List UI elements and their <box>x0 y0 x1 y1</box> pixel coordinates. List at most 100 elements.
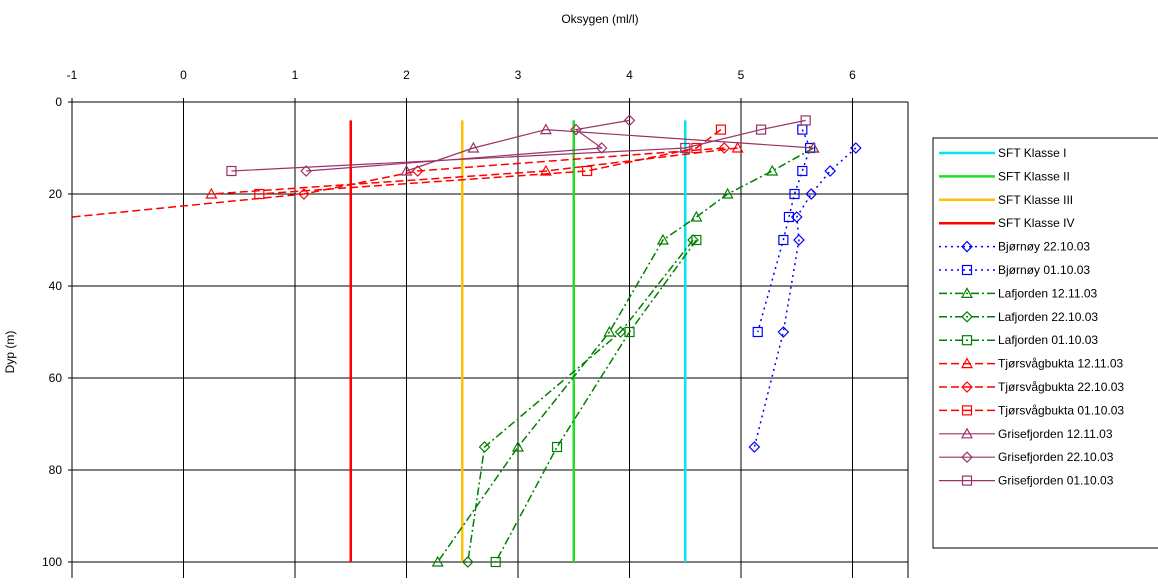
data-point-bj-rn-y-01-10-03 <box>789 188 800 200</box>
legend-label-bj-rn-y-01-10-03: Bjørnøy 01.10.03 <box>998 263 1090 277</box>
data-point-bj-rn-y-22-10-03 <box>777 326 790 338</box>
chart-title: Oksygen (ml/l) <box>561 12 638 26</box>
data-point-lafjorden-01-10-03 <box>551 441 563 453</box>
x-tick-label: -1 <box>67 68 78 82</box>
series-line-lafjorden-12-11-03 <box>437 147 814 563</box>
legend-marker-tj-rsv-gbukta-12-11-03 <box>960 357 974 369</box>
legend-marker-grisefjorden-22-10-03 <box>961 451 973 464</box>
legend-label-grisefjorden-12-11-03: Grisefjorden 12.11.03 <box>998 427 1113 441</box>
legend-label-tj-rsv-gbukta-01-10-03: Tjørsvågbukta 01.10.03 <box>998 403 1124 417</box>
data-point-bj-rn-y-01-10-03 <box>778 234 789 246</box>
legend-box <box>932 137 1158 549</box>
legend-label-lafjorden-12-11-03: Lafjorden 12.11.03 <box>998 286 1098 300</box>
data-point-grisefjorden-01-10-03 <box>226 165 237 177</box>
data-point-lafjorden-22-10-03 <box>478 441 491 453</box>
legend-label-grisefjorden-01-10-03: Grisefjorden 01.10.03 <box>998 474 1114 488</box>
y-tick-label: 40 <box>49 279 63 293</box>
data-point-bj-rn-y-22-10-03 <box>849 142 862 154</box>
data-point-grisefjorden-12-11-03 <box>807 141 820 153</box>
data-point-lafjorden-12-11-03 <box>721 187 734 199</box>
legend-label-tj-rsv-gbukta-22-10-03: Tjørsvågbukta 22.10.03 <box>998 380 1124 394</box>
series-line-bj-rn-y-01-10-03 <box>757 129 811 333</box>
series-line-tj-rsv-gbukta-01-10-03 <box>259 129 722 195</box>
series-line-bj-rn-y-22-10-03 <box>753 147 857 448</box>
data-point-bj-rn-y-22-10-03 <box>748 441 761 453</box>
series-group <box>71 114 862 568</box>
legend-label-sft-klasse-iv: SFT Klasse IV <box>998 216 1074 230</box>
legend-marker-tj-rsv-gbukta-22-10-03 <box>961 381 973 393</box>
data-point-lafjorden-12-11-03 <box>690 210 703 222</box>
legend-marker-bj-rn-y-22-10-03 <box>961 240 973 253</box>
y-tick-label: 100 <box>42 555 62 569</box>
y-tick-label: 20 <box>49 187 63 201</box>
data-point-lafjorden-12-11-03 <box>603 325 616 337</box>
data-point-tj-rsv-gbukta-12-11-03 <box>205 187 218 199</box>
legend-marker-grisefjorden-01-10-03 <box>961 475 973 486</box>
data-point-grisefjorden-22-10-03 <box>595 142 608 154</box>
data-point-tj-rsv-gbukta-01-10-03 <box>254 188 265 200</box>
legend-label-grisefjorden-22-10-03: Grisefjorden 22.10.03 <box>998 450 1114 464</box>
data-point-lafjorden-12-11-03 <box>656 233 669 245</box>
data-point-tj-rsv-gbukta-22-10-03 <box>411 165 424 177</box>
series-line-tj-rsv-gbukta-22-10-03 <box>71 147 725 218</box>
legend-marker-lafjorden-22-10-03 <box>961 310 973 323</box>
legend-label-sft-klasse-i: SFT Klasse I <box>998 146 1066 160</box>
y-axis-label: Dyp (m) <box>3 331 17 374</box>
x-tick-label: 6 <box>849 68 856 82</box>
series-line-grisefjorden-12-11-03 <box>406 128 814 172</box>
x-tick-label: 5 <box>738 68 745 82</box>
x-tick-label: 3 <box>515 68 522 82</box>
y-tick-label: 0 <box>55 95 62 109</box>
data-point-tj-rsv-gbukta-01-10-03 <box>691 142 702 154</box>
data-point-grisefjorden-01-10-03 <box>800 115 811 126</box>
series-line-grisefjorden-01-10-03 <box>231 119 806 172</box>
x-tick-label: 2 <box>403 68 410 82</box>
data-point-lafjorden-12-11-03 <box>766 164 779 176</box>
x-tick-label: 0 <box>180 68 187 82</box>
data-point-lafjorden-01-10-03 <box>490 556 501 568</box>
data-point-bj-rn-y-22-10-03 <box>805 188 818 200</box>
data-point-grisefjorden-22-10-03 <box>300 165 312 177</box>
data-point-tj-rsv-gbukta-12-11-03 <box>731 141 744 153</box>
data-point-bj-rn-y-01-10-03 <box>752 326 763 338</box>
x-tick-label: 1 <box>292 68 299 82</box>
data-point-bj-rn-y-01-10-03 <box>783 211 795 223</box>
data-point-lafjorden-22-10-03 <box>461 556 474 568</box>
data-point-grisefjorden-01-10-03 <box>755 124 767 135</box>
legend-marker-grisefjorden-12-11-03 <box>960 427 974 439</box>
y-tick-label: 60 <box>49 371 63 385</box>
data-point-grisefjorden-01-10-03 <box>680 142 691 154</box>
data-point-grisefjorden-12-11-03 <box>467 141 480 153</box>
legend-label-bj-rn-y-22-10-03: Bjørnøy 22.10.03 <box>998 240 1090 254</box>
x-tick-label: 4 <box>626 68 633 82</box>
series-line-lafjorden-01-10-03 <box>495 239 698 563</box>
data-point-lafjorden-12-11-03 <box>511 440 525 452</box>
legend-label-lafjorden-01-10-03: Lafjorden 01.10.03 <box>998 333 1098 347</box>
data-point-bj-rn-y-01-10-03 <box>797 165 808 177</box>
data-point-tj-rsv-gbukta-01-10-03 <box>715 124 727 135</box>
legend-label-lafjorden-22-10-03: Lafjorden 22.10.03 <box>998 310 1098 324</box>
data-point-grisefjorden-12-11-03 <box>539 123 552 135</box>
data-point-grisefjorden-22-10-03 <box>623 114 636 127</box>
legend: SFT Klasse I SFT Klasse II SFT Klasse III S… <box>932 137 1158 549</box>
data-point-lafjorden-12-11-03 <box>431 555 444 567</box>
data-point-grisefjorden-12-11-03 <box>400 164 413 176</box>
legend-marker-lafjorden-12-11-03 <box>960 287 974 298</box>
data-point-grisefjorden-22-10-03 <box>570 123 582 136</box>
data-point-bj-rn-y-22-10-03 <box>793 234 805 246</box>
legend-marker-lafjorden-01-10-03 <box>961 335 973 346</box>
legend-label-tj-rsv-gbukta-12-11-03: Tjørsvågbukta 12.11.03 <box>998 357 1124 371</box>
data-point-lafjorden-01-10-03 <box>624 326 635 338</box>
y-tick-label: 80 <box>49 463 63 477</box>
data-point-lafjorden-01-10-03 <box>691 234 702 246</box>
data-point-tj-rsv-gbukta-22-10-03 <box>298 188 310 200</box>
series-line-tj-rsv-gbukta-12-11-03 <box>211 147 738 195</box>
data-point-tj-rsv-gbukta-01-10-03 <box>582 165 593 177</box>
data-point-bj-rn-y-22-10-03 <box>824 165 837 177</box>
data-point-lafjorden-22-10-03 <box>614 326 627 338</box>
series-line-lafjorden-22-10-03 <box>467 239 694 563</box>
legend-label-sft-klasse-iii: SFT Klasse III <box>998 193 1073 207</box>
